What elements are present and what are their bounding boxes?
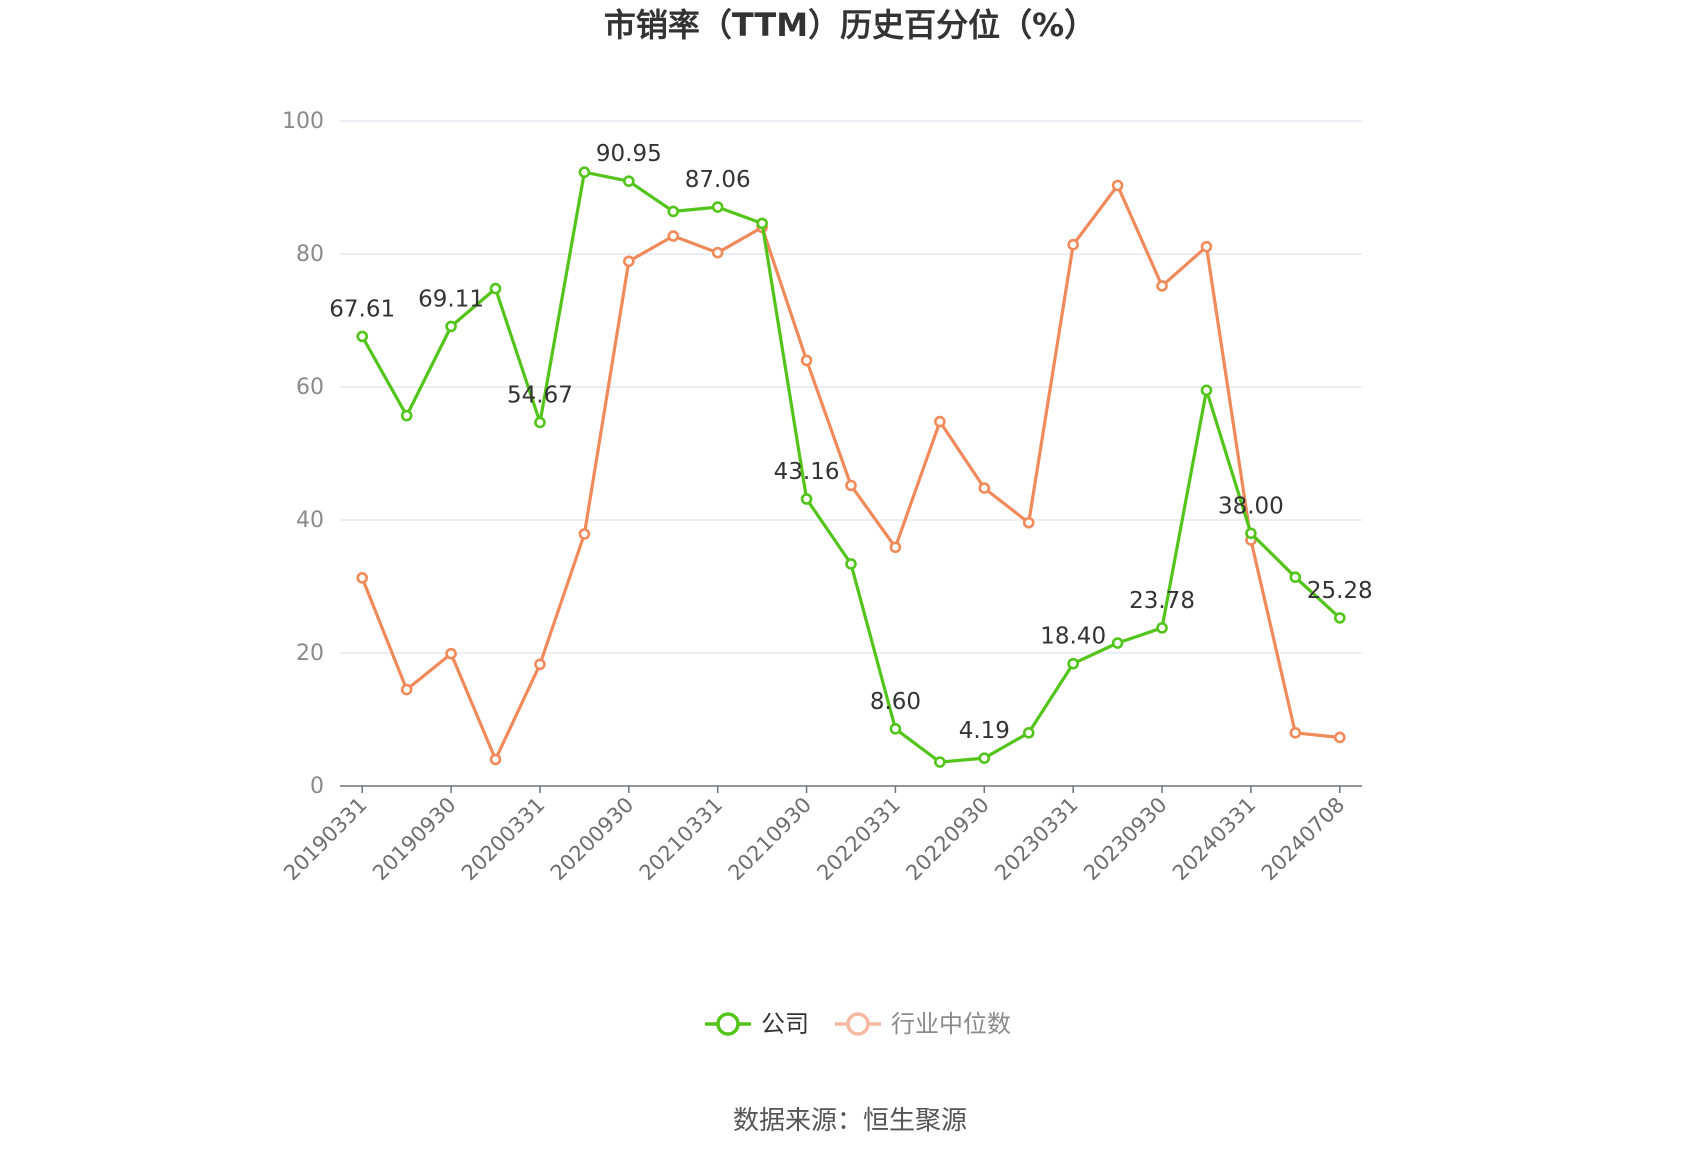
- x-tick-label: 20190331: [279, 793, 372, 886]
- grid-layer: [340, 120, 1362, 654]
- y-tick-label: 0: [310, 774, 324, 799]
- data-point: [578, 528, 591, 540]
- legend-label: 公司: [761, 1010, 809, 1038]
- data-point: [800, 493, 813, 505]
- data-point: [534, 416, 546, 429]
- series-layer: [356, 166, 1346, 768]
- x-tick-label: 20200331: [457, 793, 550, 886]
- legend-item-company[interactable]: 公司: [705, 1010, 809, 1038]
- y-tick-label: 100: [282, 109, 324, 134]
- x-tick-label: 20240708: [1257, 793, 1350, 886]
- data-point: [578, 166, 591, 179]
- data-point: [400, 409, 413, 422]
- y-tick-label: 60: [296, 375, 324, 400]
- data-point: [1289, 571, 1302, 583]
- data-point: [934, 415, 946, 428]
- y-tick-label: 20: [296, 641, 324, 666]
- chart-title: 市销率（TTM）历史百分位（%）: [604, 6, 1096, 44]
- series-company: [356, 166, 1346, 768]
- legend-marker-icon: [716, 1012, 740, 1036]
- data-point: [1333, 612, 1346, 624]
- data-point: [445, 647, 457, 660]
- data-point: [356, 572, 369, 584]
- data-point: [1022, 516, 1035, 529]
- legend-item-industry-median[interactable]: 行业中位数: [835, 1010, 1011, 1038]
- data-point: [623, 175, 635, 187]
- data-point: [667, 230, 680, 242]
- series-line: [360, 170, 1341, 764]
- data-label: 69.11: [418, 286, 484, 312]
- data-label: 23.78: [1129, 588, 1195, 614]
- data-label: 67.61: [329, 296, 395, 322]
- data-point: [1200, 384, 1213, 397]
- data-point: [667, 205, 680, 218]
- data-point: [1245, 527, 1257, 540]
- y-tick-label: 40: [296, 508, 324, 533]
- data-point: [889, 541, 902, 554]
- data-point: [845, 479, 857, 492]
- data-point: [1156, 280, 1168, 292]
- data-label: 25.28: [1307, 578, 1373, 604]
- data-label: 38.00: [1218, 493, 1284, 519]
- data-point: [756, 217, 768, 230]
- y-tick-label: 80: [296, 242, 324, 267]
- x-tick-label: 20220930: [901, 793, 994, 886]
- data-point: [445, 320, 457, 333]
- data-label: 8.60: [870, 689, 921, 715]
- data-point: [1289, 726, 1302, 739]
- data-point: [1067, 238, 1079, 251]
- x-tick-label: 20200930: [546, 793, 639, 886]
- data-label: 4.19: [959, 718, 1010, 744]
- data-point: [711, 201, 724, 213]
- data-point: [356, 330, 369, 343]
- x-tick-label: 20190930: [368, 793, 461, 886]
- legend: 公司 行业中位数: [705, 1010, 1011, 1038]
- data-label: 87.06: [685, 167, 751, 193]
- axis-layer: 0 20 40 60 80 100 2019033120190930202003312020…: [279, 109, 1362, 885]
- data-label: 54.67: [507, 382, 573, 408]
- series-line: [360, 183, 1340, 762]
- data-point: [489, 282, 502, 295]
- data-point: [1333, 731, 1346, 744]
- data-point: [534, 658, 546, 671]
- data-point: [1022, 726, 1035, 739]
- data-point: [934, 756, 946, 768]
- source-note: 数据来源：恒生聚源: [733, 1106, 967, 1136]
- data-point: [1156, 622, 1168, 634]
- data-label: 90.95: [596, 141, 662, 167]
- x-tick-label: 20210930: [724, 793, 817, 886]
- data-point: [711, 246, 724, 259]
- data-point: [978, 482, 991, 494]
- data-label: 18.40: [1040, 624, 1106, 650]
- x-tick-label: 20230331: [990, 793, 1083, 886]
- data-point: [623, 255, 635, 268]
- legend-label: 行业中位数: [891, 1010, 1011, 1038]
- x-tick-label: 20240331: [1168, 793, 1261, 886]
- data-point: [845, 558, 857, 570]
- data-point: [1200, 240, 1213, 253]
- x-tick-label: 20210331: [635, 793, 728, 886]
- data-point: [1111, 637, 1124, 649]
- label-layer: 67.61 69.11 54.67 90.95 87.06 43.16 8.60 4.19 18…: [329, 141, 1372, 744]
- x-tick-label: 20230930: [1079, 793, 1172, 886]
- data-point: [1111, 179, 1124, 192]
- data-point: [400, 683, 413, 696]
- data-point: [800, 354, 813, 367]
- data-point: [489, 753, 502, 766]
- data-label: 43.16: [774, 459, 840, 485]
- data-point: [978, 752, 991, 764]
- legend-marker-icon: [846, 1012, 870, 1036]
- x-tick-label: 20220331: [812, 793, 905, 886]
- data-point: [889, 723, 902, 735]
- data-point: [1067, 657, 1079, 670]
- series-industry-median: [356, 179, 1346, 766]
